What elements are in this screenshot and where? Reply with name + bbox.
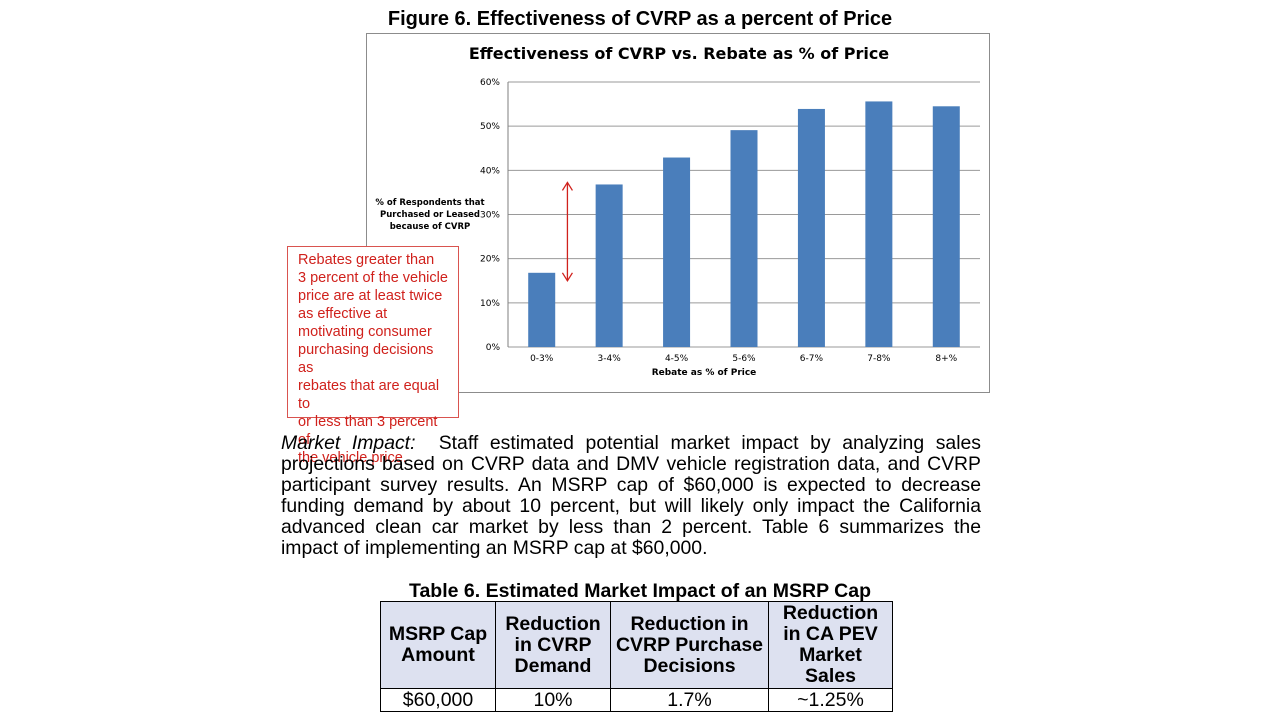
table-row: $60,000 10% 1.7% ~1.25% <box>380 688 893 712</box>
header-line: Market <box>799 644 862 666</box>
y-tick-label: 40% <box>480 166 500 176</box>
table-header-row: MSRP Cap Amount Reduction in CVRP Demand… <box>380 601 893 689</box>
cell-purchase-decisions: 1.7% <box>610 688 769 712</box>
paragraph-body: Staff estimated potential market impact … <box>281 432 982 559</box>
y-axis-label: because of CVRP <box>390 222 471 232</box>
header-line: MSRP Cap <box>388 623 488 645</box>
callout-line: rebates that are equal to <box>298 378 440 412</box>
header-line: in CA PEV <box>783 623 878 645</box>
market-impact-paragraph: Market Impact: Staff estimated potential… <box>281 433 981 559</box>
bar <box>797 108 825 347</box>
header-cvrp-demand: Reduction in CVRP Demand <box>495 601 611 689</box>
x-tick-label: 8+% <box>935 354 957 364</box>
impact-table: MSRP Cap Amount Reduction in CVRP Demand… <box>380 601 893 712</box>
callout-line: the vehicle price. <box>298 450 407 466</box>
y-tick-label: 0% <box>486 343 501 353</box>
callout-box: Rebates greater than 3 percent of the ve… <box>287 246 459 466</box>
y-tick-label: 20% <box>480 255 500 265</box>
cell-msrp-cap: $60,000 <box>380 688 496 712</box>
header-pev-sales: Reduction in CA PEV Market Sales <box>768 601 893 689</box>
header-line: Sales <box>805 665 856 687</box>
bar <box>730 130 758 347</box>
cell-pev-sales: ~1.25% <box>768 688 893 712</box>
header-line: Demand <box>514 654 592 677</box>
header-line: Decisions <box>643 654 736 677</box>
header-line: Reduction <box>782 602 879 624</box>
header-msrp-cap: MSRP Cap Amount <box>380 601 496 689</box>
bar <box>865 101 893 347</box>
x-tick-label: 3-4% <box>598 354 622 364</box>
cell-cvrp-demand: 10% <box>495 688 611 712</box>
chart-container: Effectiveness of CVRP vs. Rebate as % of… <box>366 33 990 393</box>
callout-line: purchasing decisions as <box>298 342 434 376</box>
y-tick-label: 60% <box>480 78 500 88</box>
callout-line: motivating consumer <box>298 324 432 340</box>
header-line: Amount <box>401 644 475 666</box>
callout-line: price are at least twice <box>298 288 443 304</box>
paragraph-lead: Market Impact: <box>281 432 416 454</box>
bar <box>932 106 960 348</box>
y-tick-label: 10% <box>480 299 500 309</box>
y-tick-label: 50% <box>480 122 500 132</box>
x-axis-label: Rebate as % of Price <box>652 368 757 378</box>
header-line: Reduction in <box>630 612 749 635</box>
bar <box>595 184 623 347</box>
callout-line: Rebates greater than <box>298 252 435 268</box>
bar <box>528 272 556 347</box>
x-tick-label: 5-6% <box>732 354 756 364</box>
header-line: Reduction <box>505 612 601 635</box>
callout-line: 3 percent of the vehicle <box>298 270 448 286</box>
annotation-arrow-head-top <box>561 181 573 191</box>
x-tick-label: 7-8% <box>867 354 891 364</box>
x-tick-label: 6-7% <box>800 354 824 364</box>
annotation-arrow-head-bottom <box>561 272 573 283</box>
x-tick-label: 4-5% <box>665 354 689 364</box>
figure-caption: Figure 6. Effectiveness of CVRP as a per… <box>387 8 893 30</box>
x-tick-label: 0-3% <box>530 354 554 364</box>
bar-chart: Effectiveness of CVRP vs. Rebate as % of… <box>375 44 980 378</box>
y-tick-label: 30% <box>480 211 500 221</box>
header-purchase-decisions: Reduction in CVRP Purchase Decisions <box>610 601 769 689</box>
callout-line: as effective at <box>298 306 388 322</box>
bar <box>663 157 691 347</box>
callout-line: or less than 3 percent of <box>298 414 438 448</box>
y-axis-label: Purchased or Leased <box>380 210 480 220</box>
header-line: CVRP Purchase <box>615 633 764 656</box>
header-line: in CVRP <box>514 633 592 656</box>
table-caption: Table 6. Estimated Market Impact of an M… <box>409 580 871 602</box>
chart-title: Effectiveness of CVRP vs. Rebate as % of… <box>469 44 889 63</box>
y-axis-label: % of Respondents that <box>375 198 484 208</box>
